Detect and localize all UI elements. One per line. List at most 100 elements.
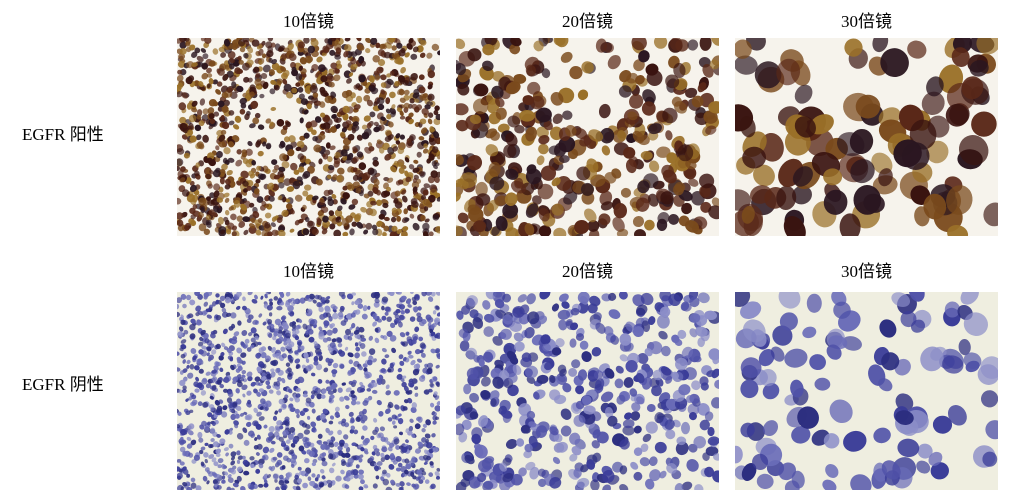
cell (178, 389, 182, 394)
cell (405, 140, 413, 148)
cell (344, 346, 349, 351)
cell (977, 364, 998, 385)
cell (481, 60, 494, 71)
cell (327, 483, 333, 488)
cell (435, 113, 440, 121)
cell (335, 47, 342, 54)
cell (419, 118, 427, 125)
cell (620, 187, 632, 198)
cell (388, 464, 395, 470)
cell (409, 418, 414, 423)
cell (319, 413, 326, 420)
cell (377, 432, 384, 438)
cell (387, 292, 392, 295)
cell (231, 339, 238, 345)
cell (505, 439, 518, 449)
cell (414, 98, 420, 103)
cell (227, 87, 233, 93)
cell (273, 84, 280, 91)
cell (326, 312, 331, 318)
cell (177, 424, 180, 429)
cell (194, 292, 200, 297)
cell (568, 367, 578, 377)
cell (241, 152, 247, 158)
cell (396, 229, 403, 234)
cell (267, 431, 274, 437)
cell (276, 452, 283, 458)
cell (215, 448, 222, 454)
cell (257, 361, 265, 368)
cell (947, 405, 967, 426)
cell (389, 111, 396, 118)
cell (533, 40, 544, 52)
cell (958, 135, 989, 166)
cell (357, 303, 364, 309)
cell (179, 370, 184, 375)
cell (264, 406, 269, 411)
cell (221, 163, 228, 171)
cell (230, 213, 237, 221)
cell (403, 399, 409, 404)
cell (330, 62, 338, 70)
cell (254, 78, 262, 86)
cell (362, 408, 367, 415)
cell (279, 58, 286, 65)
cell (221, 121, 230, 130)
cell (412, 333, 419, 341)
cell (354, 342, 359, 347)
cell (356, 38, 362, 42)
cell (212, 79, 218, 85)
cell (205, 173, 212, 180)
cell (593, 370, 604, 380)
cell (829, 399, 853, 424)
cell (191, 62, 198, 67)
cell (285, 292, 291, 297)
cell (432, 214, 440, 221)
cell (230, 364, 235, 371)
cell (414, 386, 419, 391)
cell (255, 452, 260, 456)
cell (475, 181, 488, 197)
cell (399, 481, 405, 487)
cell (660, 366, 672, 376)
cell (322, 45, 330, 54)
cell (256, 196, 264, 203)
cell (411, 378, 418, 384)
cell (197, 310, 203, 316)
cell (341, 218, 349, 227)
cell (200, 48, 207, 53)
cell (633, 471, 643, 481)
cell (873, 427, 891, 444)
cell (762, 382, 780, 400)
cell (697, 292, 710, 304)
cell (458, 328, 469, 339)
cell (707, 426, 715, 437)
cell (294, 397, 300, 403)
cell (323, 189, 331, 197)
cell (246, 46, 254, 54)
cell (553, 227, 567, 236)
cell (305, 467, 312, 474)
cell (526, 376, 536, 384)
cell (668, 293, 681, 307)
cell (404, 458, 410, 464)
cell (402, 356, 407, 362)
cell (352, 167, 358, 173)
cell (687, 39, 699, 51)
cell (334, 54, 341, 60)
cell (505, 133, 518, 147)
cell (521, 425, 531, 434)
cell (219, 295, 226, 302)
cell (202, 108, 209, 115)
cell (872, 38, 889, 53)
cell (427, 93, 435, 101)
cell (359, 343, 366, 349)
cell (685, 220, 699, 233)
cell (247, 399, 252, 405)
cell (210, 407, 215, 412)
cell (399, 115, 406, 120)
cell (624, 412, 632, 420)
cell (232, 380, 237, 385)
cell (413, 159, 419, 164)
cell (836, 132, 865, 157)
